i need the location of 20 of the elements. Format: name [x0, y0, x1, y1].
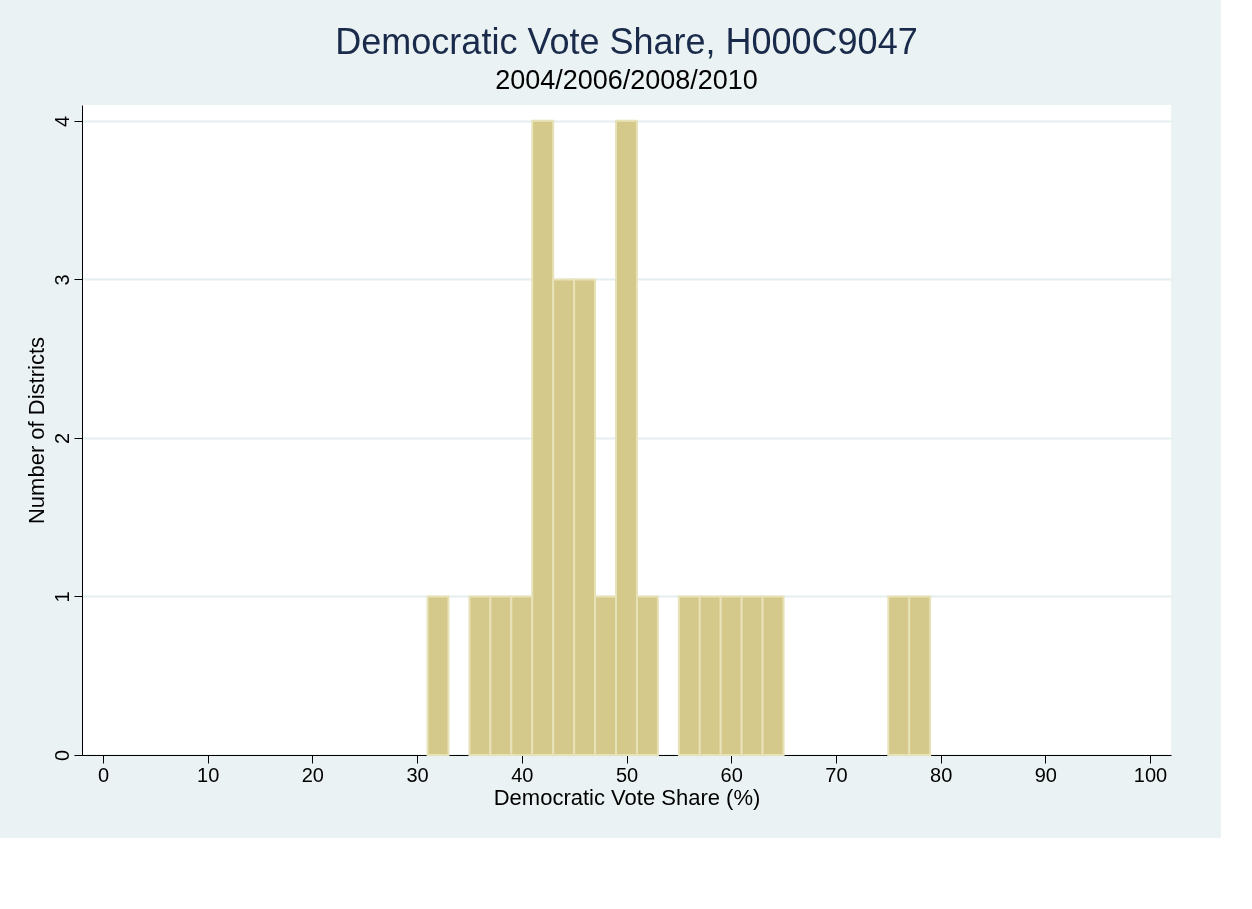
x-axis-title: Democratic Vote Share (%) — [493, 784, 761, 810]
x-tick-label: 50 — [615, 763, 639, 786]
y-tick-label: 2 — [50, 432, 73, 444]
y-tick-label: 1 — [50, 591, 73, 603]
x-tick-label: 70 — [825, 763, 848, 786]
x-tick-label: 90 — [1034, 763, 1057, 786]
y-tick-label: 0 — [50, 749, 73, 762]
x-tick-label: 40 — [511, 763, 534, 786]
x-tick-label: 100 — [1133, 763, 1168, 786]
x-tick-label: 80 — [930, 763, 953, 786]
x-tick-label: 60 — [720, 763, 743, 786]
y-tick-label: 4 — [50, 115, 73, 127]
x-tick-label: 0 — [97, 763, 109, 786]
chart-title: Democratic Vote Share, H000C9047 — [335, 21, 918, 62]
chart-subtitle: 2004/2006/2008/2010 — [495, 65, 758, 95]
x-tick-label: 10 — [197, 763, 220, 786]
y-axis-title: Number of Districts — [23, 336, 49, 525]
x-tick-label: 30 — [406, 763, 429, 786]
y-tick-label: 3 — [50, 274, 73, 286]
x-tick-label: 20 — [301, 763, 324, 786]
